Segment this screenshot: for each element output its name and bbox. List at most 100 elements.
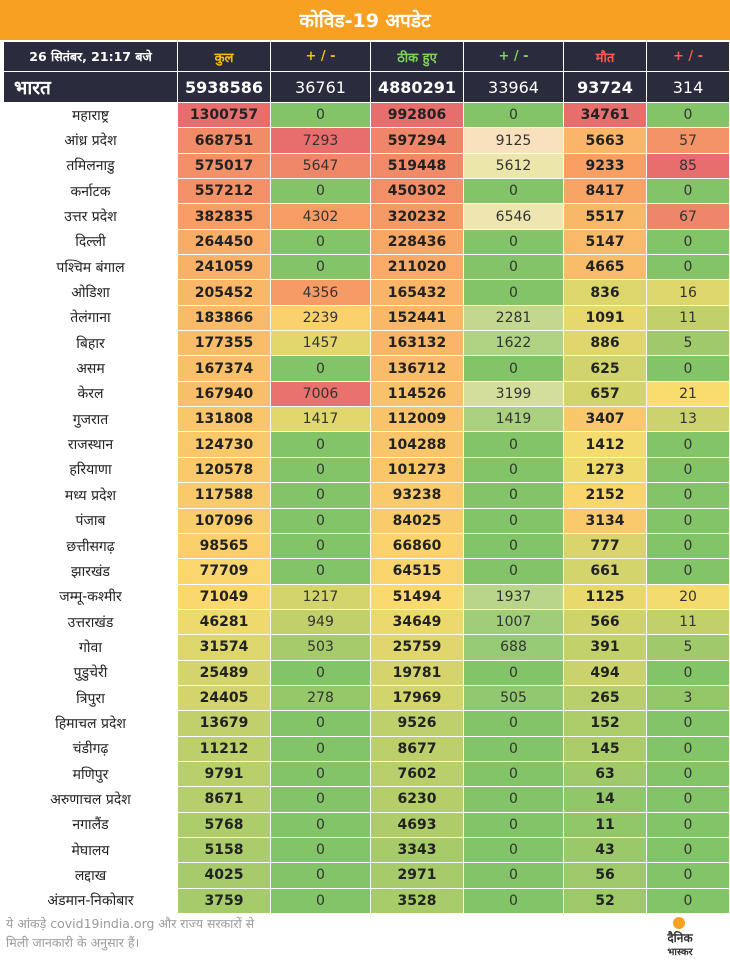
deaths-delta-cell: 0 xyxy=(647,888,729,913)
total-cell: 46281 xyxy=(178,609,270,635)
table-row: अरुणाचल प्रदेश 8671 0 6230 0 14 0 xyxy=(4,787,729,812)
deaths-delta-cell: 0 xyxy=(647,356,729,381)
deaths-delta-cell: 0 xyxy=(647,432,729,457)
national-deaths: 93724 xyxy=(564,72,646,102)
state-rows: महाराष्ट्र 1300757 0 992806 0 34761 0 आंध्र प्र… xyxy=(4,103,729,913)
total-delta-cell: 0 xyxy=(271,533,370,559)
table-row: राजस्थान 124730 0 104288 0 1412 0 xyxy=(4,432,729,457)
recovered-cell: 112009 xyxy=(371,407,463,432)
total-cell: 107096 xyxy=(178,508,270,533)
recovered-delta-cell: 0 xyxy=(464,508,563,533)
deaths-cell: 625 xyxy=(564,356,646,381)
table-row: पश्चिम बंगाल 241059 0 211020 0 4665 0 xyxy=(4,255,729,280)
total-delta-cell: 5647 xyxy=(271,153,370,179)
table-row: दिल्ली 264450 0 228436 0 5147 0 xyxy=(4,229,729,255)
state-name-cell: हरियाणा xyxy=(4,457,177,483)
total-cell: 9791 xyxy=(178,761,270,787)
recovered-delta-cell: 1937 xyxy=(464,584,563,609)
recovered-cell: 25759 xyxy=(371,635,463,660)
total-delta-cell: 0 xyxy=(271,457,370,483)
state-name-cell: असम xyxy=(4,356,177,381)
total-delta-cell: 0 xyxy=(271,812,370,837)
recovered-cell: 519448 xyxy=(371,153,463,179)
state-name-cell: महाराष्ट्र xyxy=(4,103,177,128)
page-title: कोविड-19 अपडेट xyxy=(0,0,730,40)
deaths-delta-cell: 5 xyxy=(647,331,729,356)
table-row: केरल 167940 7006 114526 3199 657 21 xyxy=(4,381,729,407)
state-name-cell: बिहार xyxy=(4,331,177,356)
total-cell: 668751 xyxy=(178,128,270,153)
recovered-cell: 114526 xyxy=(371,381,463,407)
recovered-delta-cell: 2281 xyxy=(464,305,563,331)
deaths-delta-cell: 0 xyxy=(647,812,729,837)
state-name-cell: मेघालय xyxy=(4,837,177,863)
recovered-delta-cell: 688 xyxy=(464,635,563,660)
recovered-header: ठीक हुए xyxy=(371,42,463,71)
recovered-cell: 8677 xyxy=(371,736,463,761)
deaths-delta-cell: 11 xyxy=(647,305,729,331)
deaths-cell: 5663 xyxy=(564,128,646,153)
recovered-cell: 320232 xyxy=(371,204,463,229)
recovered-delta-cell: 0 xyxy=(464,533,563,559)
recovered-cell: 3343 xyxy=(371,837,463,863)
total-delta-cell: 0 xyxy=(271,761,370,787)
national-total-delta: 36761 xyxy=(271,72,370,102)
deaths-cell: 52 xyxy=(564,888,646,913)
recovered-delta-cell: 6546 xyxy=(464,204,563,229)
table-row: मध्य प्रदेश 117588 0 93238 0 2152 0 xyxy=(4,483,729,508)
total-delta-cell: 0 xyxy=(271,508,370,533)
total-delta-cell: 1217 xyxy=(271,584,370,609)
table-row: गुजरात 131808 1417 112009 1419 3407 13 xyxy=(4,407,729,432)
total-cell: 5768 xyxy=(178,812,270,837)
table-row: हरियाणा 120578 0 101273 0 1273 0 xyxy=(4,457,729,483)
total-cell: 183866 xyxy=(178,305,270,331)
state-name-cell: दिल्ली xyxy=(4,229,177,255)
deaths-cell: 145 xyxy=(564,736,646,761)
recovered-cell: 152441 xyxy=(371,305,463,331)
covid-table: 26 सितंबर, 21:17 बजे कुल + / - ठीक हुए +… xyxy=(3,41,730,914)
state-name-cell: तमिलनाडु xyxy=(4,153,177,179)
deaths-delta-cell: 0 xyxy=(647,179,729,204)
recovered-cell: 136712 xyxy=(371,356,463,381)
recovered-cell: 93238 xyxy=(371,483,463,508)
recovered-cell: 2971 xyxy=(371,863,463,888)
state-name-cell: नगालैंड xyxy=(4,812,177,837)
total-delta-cell: 0 xyxy=(271,255,370,280)
total-delta-cell: 7006 xyxy=(271,381,370,407)
deaths-delta-cell: 0 xyxy=(647,660,729,685)
table-row: बिहार 177355 1457 163132 1622 886 5 xyxy=(4,331,729,356)
recovered-delta-cell: 0 xyxy=(464,280,563,305)
state-name-cell: मध्य प्रदेश xyxy=(4,483,177,508)
header-row: 26 सितंबर, 21:17 बजे कुल + / - ठीक हुए +… xyxy=(4,42,729,71)
total-delta-cell: 949 xyxy=(271,609,370,635)
national-name: भारत xyxy=(4,72,177,102)
recovered-delta-cell: 0 xyxy=(464,457,563,483)
total-delta-cell: 0 xyxy=(271,483,370,508)
recovered-delta-cell: 505 xyxy=(464,685,563,711)
recovered-cell: 4693 xyxy=(371,812,463,837)
deaths-delta-cell: 0 xyxy=(647,533,729,559)
total-cell: 3759 xyxy=(178,888,270,913)
recovered-cell: 104288 xyxy=(371,432,463,457)
recovered-cell: 163132 xyxy=(371,331,463,356)
recovered-cell: 34649 xyxy=(371,609,463,635)
recovered-delta-cell: 0 xyxy=(464,812,563,837)
recovered-delta-cell: 0 xyxy=(464,888,563,913)
recovered-delta-cell: 0 xyxy=(464,229,563,255)
recovered-delta-cell: 0 xyxy=(464,787,563,812)
recovered-cell: 9526 xyxy=(371,711,463,736)
deaths-cell: 34761 xyxy=(564,103,646,128)
deaths-cell: 5517 xyxy=(564,204,646,229)
recovered-delta-cell: 0 xyxy=(464,837,563,863)
national-row: भारत 5938586 36761 4880291 33964 93724 3… xyxy=(4,72,729,102)
deaths-cell: 265 xyxy=(564,685,646,711)
total-delta-cell: 2239 xyxy=(271,305,370,331)
table-row: झारखंड 77709 0 64515 0 661 0 xyxy=(4,559,729,584)
deaths-cell: 8417 xyxy=(564,179,646,204)
total-cell: 167374 xyxy=(178,356,270,381)
state-name-cell: मणिपुर xyxy=(4,761,177,787)
total-cell: 25489 xyxy=(178,660,270,685)
recovered-delta-cell: 0 xyxy=(464,761,563,787)
total-delta-cell: 0 xyxy=(271,356,370,381)
recovered-cell: 64515 xyxy=(371,559,463,584)
